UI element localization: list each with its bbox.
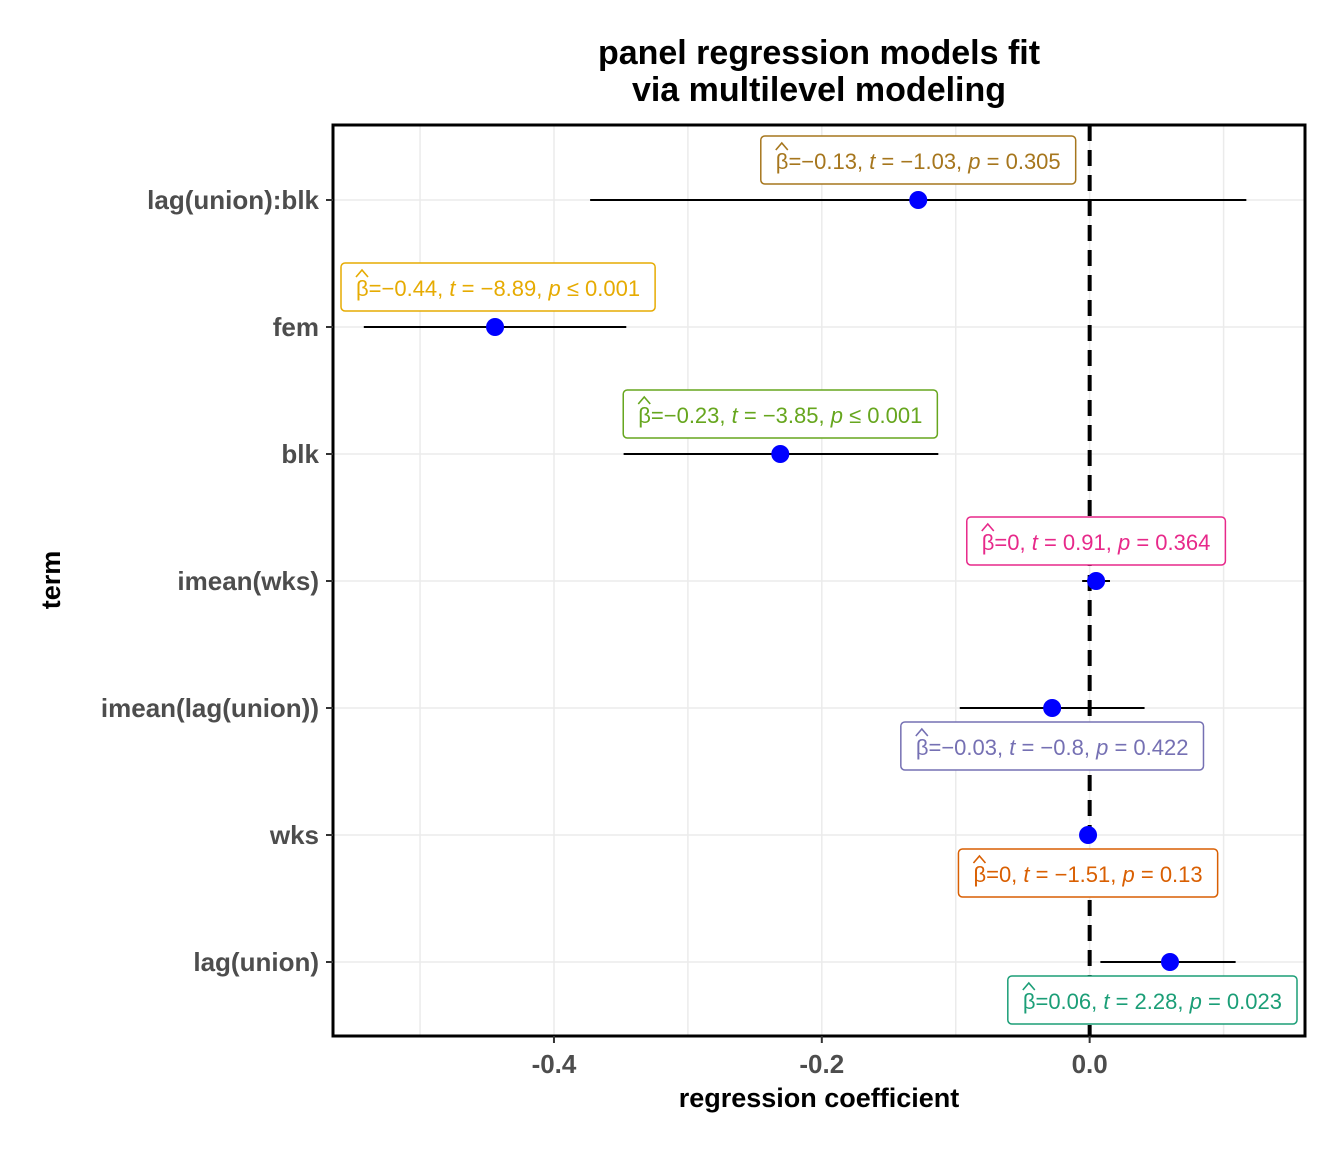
p-symbol: p	[1095, 735, 1108, 760]
estimate-label-box	[966, 516, 1227, 566]
p-symbol: p	[967, 149, 980, 174]
estimate-label-box	[900, 721, 1205, 771]
beta-symbol: β	[982, 530, 995, 555]
t-value: = −8.89,	[456, 276, 549, 301]
t-symbol: t	[732, 403, 739, 428]
t-value: = −1.03,	[875, 149, 968, 174]
p-symbol: p	[1122, 862, 1135, 887]
estimate-label-text: β=0, t = 0.91, p = 0.364	[982, 530, 1211, 555]
beta-hat-mark	[1022, 981, 1036, 991]
t-value: = −3.85,	[738, 403, 831, 428]
estimate-label-text: β=−0.23, t = −3.85, p ≤ 0.001	[638, 403, 922, 428]
estimate-label-text: β=−0.03, t = −0.8, p = 0.422	[916, 735, 1189, 760]
beta-hat-mark	[775, 141, 789, 151]
t-symbol: t	[1032, 530, 1039, 555]
y-tick-label: wks	[269, 820, 319, 850]
t-symbol: t	[1023, 862, 1030, 887]
estimate-label-box	[622, 389, 939, 439]
t-value: = −1.51,	[1030, 862, 1123, 887]
y-tick-label: imean(lag(union))	[101, 693, 319, 723]
p-value: = 0.305	[981, 149, 1061, 174]
estimate-label-text: β=−0.13, t = −1.03, p = 0.305	[776, 149, 1061, 174]
estimate-point	[771, 445, 790, 463]
x-tick-label: 0.0	[1072, 1049, 1108, 1079]
p-symbol: p	[1117, 530, 1130, 555]
beta-value: =0.06,	[1035, 989, 1103, 1014]
x-tick-label: -0.4	[532, 1049, 577, 1079]
beta-value: =−0.44,	[369, 276, 450, 301]
p-value: = 0.13	[1135, 862, 1203, 887]
estimate-point	[909, 191, 928, 209]
t-value: = −0.8,	[1015, 735, 1096, 760]
chart-title-line-2: via multilevel modeling	[631, 71, 1007, 109]
beta-symbol: β	[356, 276, 369, 301]
t-symbol: t	[869, 149, 876, 174]
estimate-label: β=0, t = −1.51, p = 0.13	[957, 848, 1219, 898]
estimate-label: β=0, t = 0.91, p = 0.364	[966, 516, 1227, 566]
beta-value: =0,	[986, 862, 1023, 887]
y-axis-title: term	[36, 551, 66, 610]
estimate-label: β=−0.44, t = −8.89, p ≤ 0.001	[340, 262, 656, 312]
t-symbol: t	[449, 276, 456, 301]
estimate-point	[1043, 699, 1062, 717]
t-symbol: t	[1103, 989, 1110, 1014]
p-symbol: p	[830, 403, 843, 428]
beta-hat-mark	[972, 854, 987, 864]
estimate-point	[1087, 572, 1106, 590]
estimate-label-box	[1007, 975, 1298, 1025]
estimate-point	[486, 318, 505, 336]
estimate-label-box	[760, 135, 1077, 185]
beta-symbol: β	[916, 735, 929, 760]
estimate-label-text: β=−0.44, t = −8.89, p ≤ 0.001	[356, 276, 640, 301]
t-value: = 2.28,	[1109, 989, 1189, 1014]
y-tick-label: imean(wks)	[177, 566, 319, 596]
x-tick-label: -0.2	[799, 1049, 844, 1079]
estimate-label-text: β=0.06, t = 2.28, p = 0.023	[1023, 989, 1282, 1014]
estimate-label: β=0.06, t = 2.28, p = 0.023	[1007, 975, 1298, 1025]
beta-value: =−0.03,	[928, 735, 1009, 760]
y-tick-label: fem	[273, 312, 319, 342]
beta-hat-mark	[355, 268, 369, 278]
p-value: = 0.023	[1202, 989, 1282, 1014]
estimate-label: β=−0.13, t = −1.03, p = 0.305	[760, 135, 1077, 185]
beta-hat-mark	[981, 522, 995, 532]
p-value: ≤ 0.001	[843, 403, 922, 428]
beta-symbol: β	[1023, 989, 1036, 1014]
beta-value: =−0.13,	[788, 149, 869, 174]
point-layer	[486, 191, 1180, 971]
beta-value: =−0.23,	[651, 403, 732, 428]
estimate-label-box	[340, 262, 656, 312]
y-tick-label: lag(union)	[193, 947, 319, 977]
beta-symbol: β	[776, 149, 789, 174]
beta-value: =0,	[994, 530, 1031, 555]
estimate-point	[1079, 826, 1098, 844]
estimate-label-text: β=0, t = −1.51, p = 0.13	[973, 862, 1202, 887]
grid-layer	[333, 125, 1305, 1036]
p-value: = 0.422	[1108, 735, 1188, 760]
p-value: ≤ 0.001	[561, 276, 640, 301]
estimate-label: β=−0.23, t = −3.85, p ≤ 0.001	[622, 389, 939, 439]
t-symbol: t	[1009, 735, 1016, 760]
beta-hat-mark	[637, 395, 651, 405]
beta-symbol: β	[638, 403, 651, 428]
t-value: = 0.91,	[1038, 530, 1118, 555]
beta-hat-mark	[915, 727, 929, 737]
beta-symbol: β	[973, 862, 986, 887]
estimate-label-box	[957, 848, 1219, 898]
axis-layer: -0.4 -0.2 0.0 lag(union):blk fem blk imean(wks…	[101, 185, 1108, 1079]
chart-title-line-1: panel regression models fit	[597, 34, 1041, 72]
p-value: = 0.364	[1130, 530, 1210, 555]
p-symbol: p	[548, 276, 561, 301]
estimate-point	[1161, 953, 1180, 971]
y-tick-label: blk	[281, 439, 319, 469]
estimate-label: β=−0.03, t = −0.8, p = 0.422	[900, 721, 1205, 771]
p-symbol: p	[1189, 989, 1202, 1014]
x-axis-title: regression coefficient	[679, 1083, 960, 1113]
y-tick-label: lag(union):blk	[147, 185, 319, 215]
